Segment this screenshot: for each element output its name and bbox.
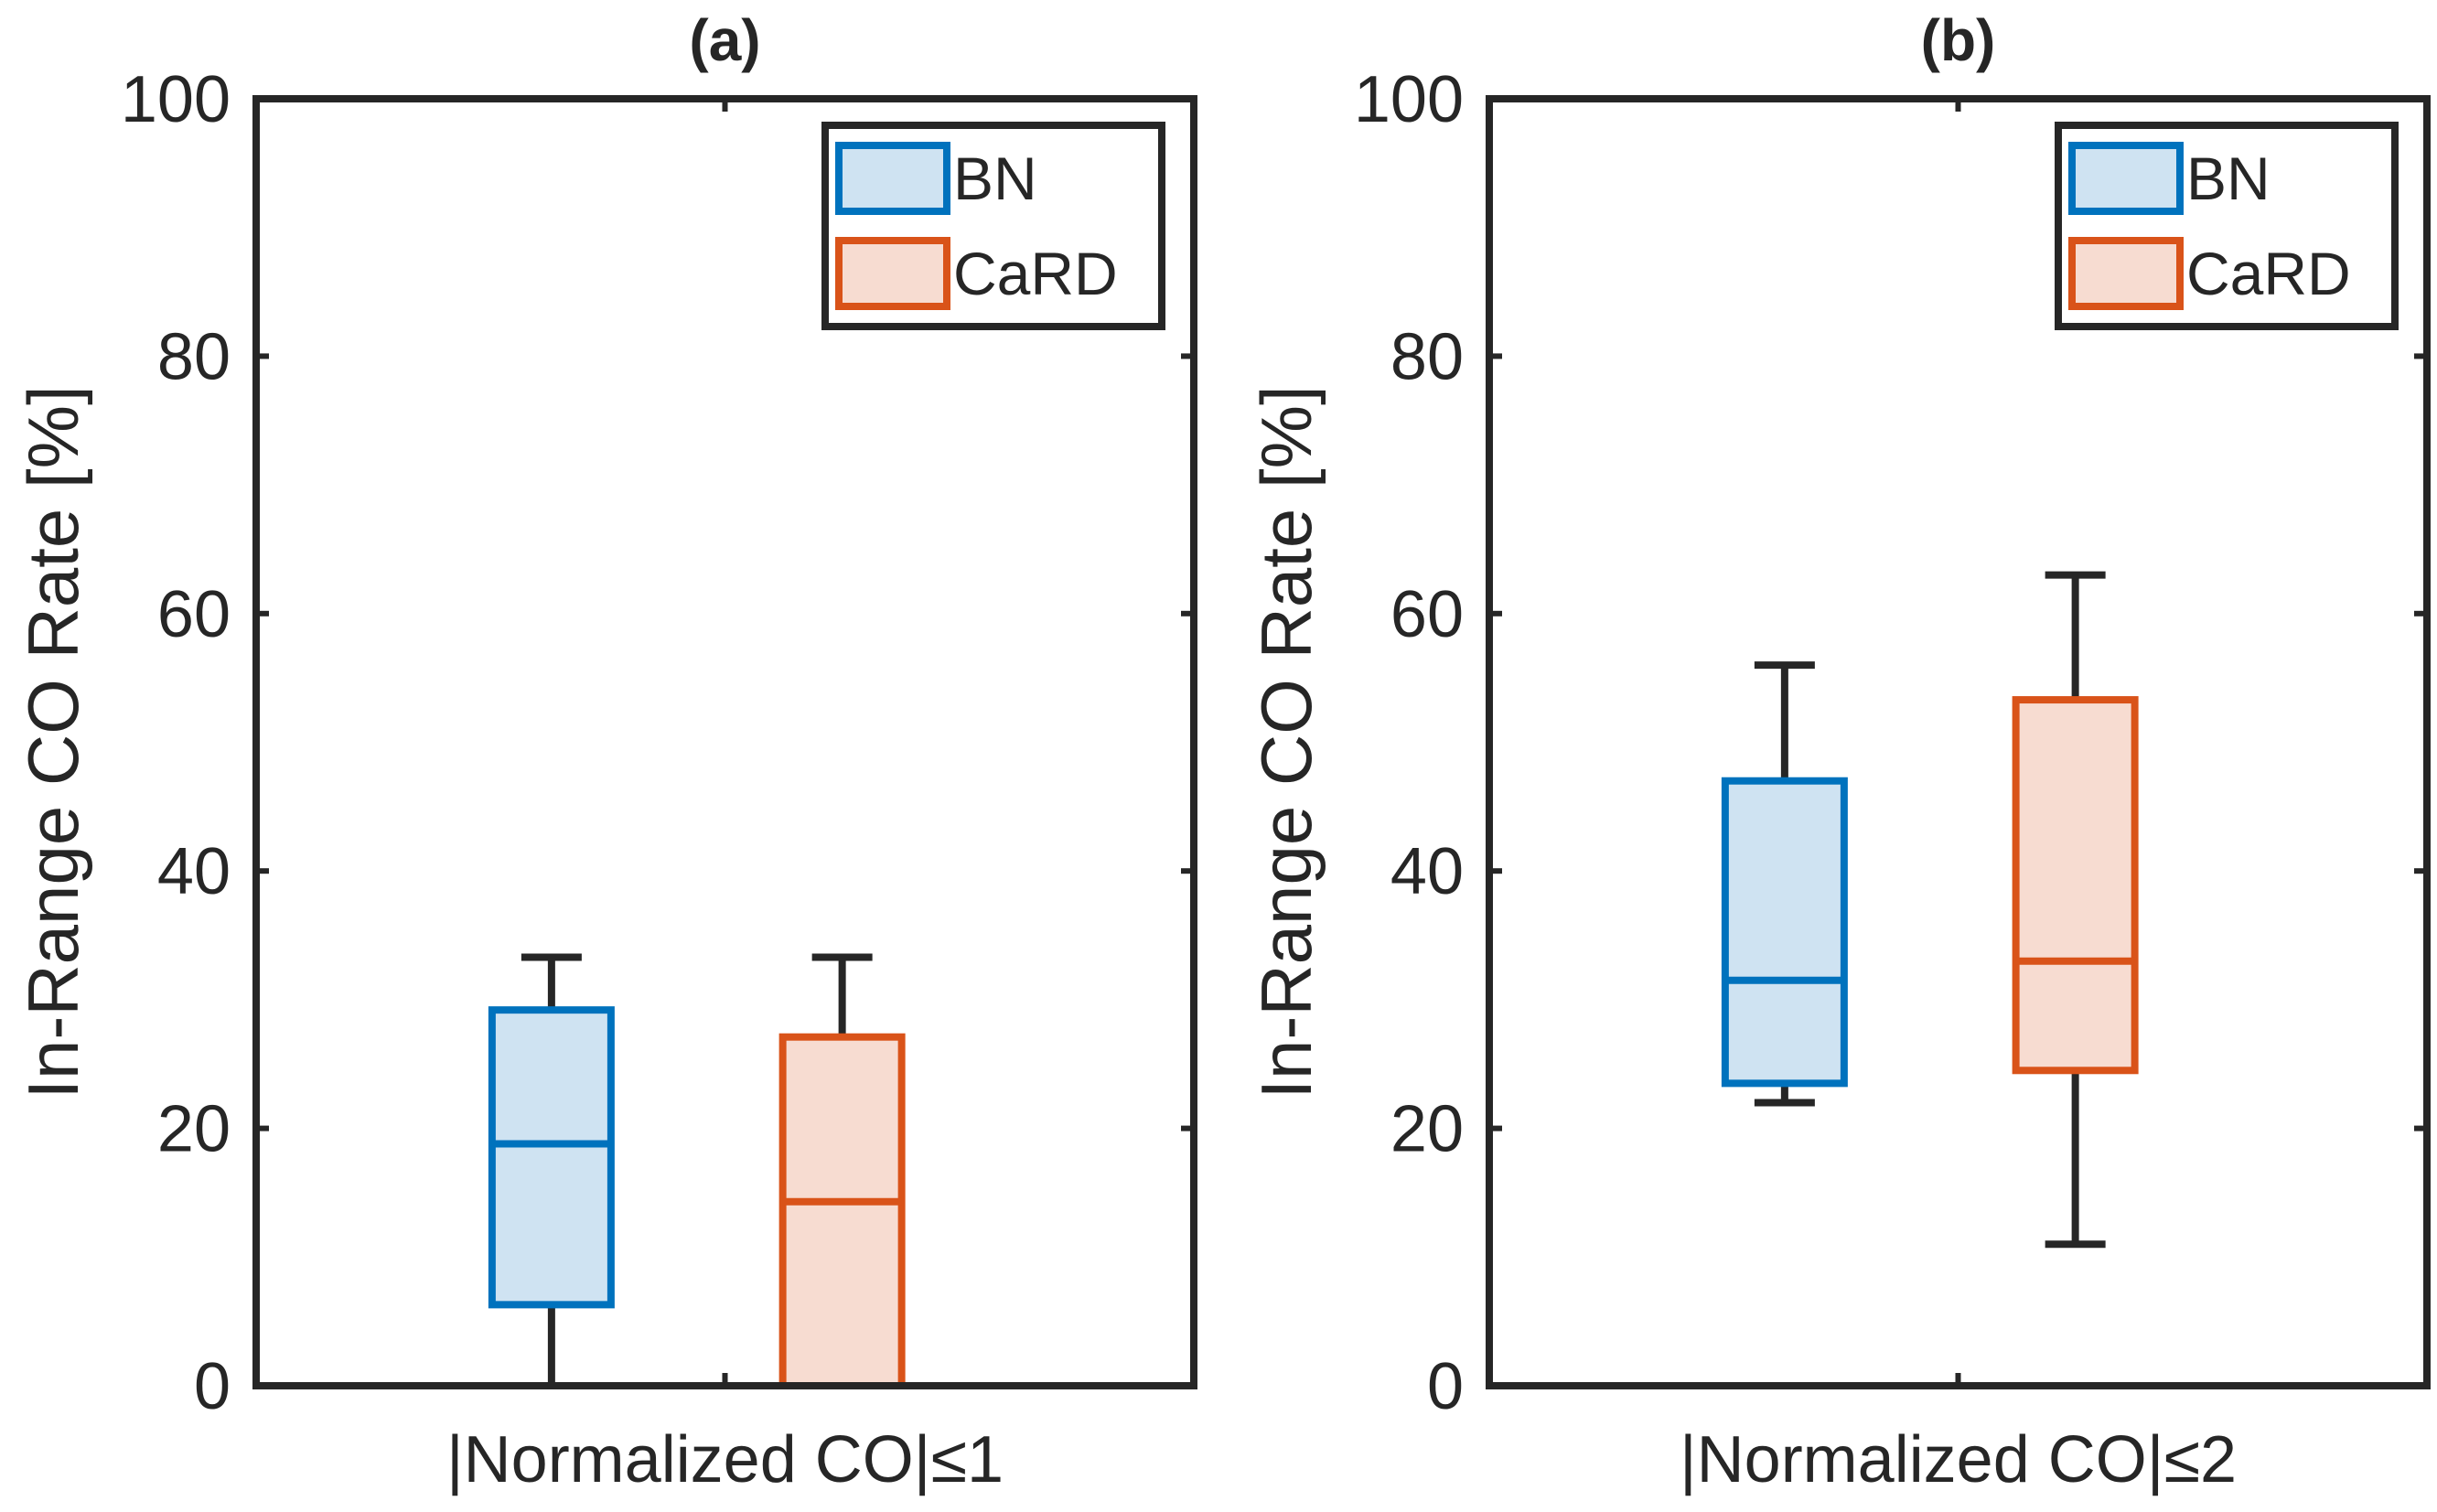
legend-swatch-card	[2068, 237, 2184, 310]
y-tick-label: 80	[1390, 320, 1464, 393]
y-tick-label: 20	[1390, 1093, 1464, 1166]
legend-swatch-bn	[2068, 142, 2184, 215]
chart-title: (a)	[689, 7, 760, 73]
y-tick-label: 60	[1390, 578, 1464, 651]
legend-swatch-bn	[835, 142, 950, 215]
box-bn	[488, 1006, 615, 1309]
chart-panel-a: 0 20 40 60 80 100 |Normalized CO|≤1 In-Range CO…	[13, 7, 1197, 1496]
legend-label-card: CaRD	[953, 240, 1118, 307]
x-axis-label: |Normalized CO|≤1	[446, 1423, 1004, 1496]
y-tick-label: 100	[1354, 63, 1464, 136]
chart-title: (b)	[1921, 7, 1996, 73]
legend-label-card: CaRD	[2186, 240, 2351, 307]
box-card	[778, 1033, 906, 1389]
y-tick-label: 0	[1427, 1350, 1464, 1423]
y-axis-label: In-Range CO Rate [%]	[13, 385, 93, 1099]
legend-swatch-card	[835, 237, 950, 310]
legend: BN CaRD	[821, 122, 1165, 330]
legend: BN CaRD	[2055, 122, 2399, 330]
y-tick-label: 20	[157, 1093, 231, 1166]
y-tick-label: 40	[1390, 835, 1464, 908]
box-bn	[1721, 777, 1848, 1088]
x-axis-label: |Normalized CO|≤2	[1680, 1423, 2237, 1496]
chart-panel-b: 0 20 40 60 80 100 |Normalized CO|≤2 In-Range CO…	[1246, 7, 2431, 1496]
y-tick-label: 40	[157, 835, 231, 908]
legend-label-bn: BN	[953, 145, 1037, 212]
y-tick-label: 60	[157, 578, 231, 651]
y-tick-label: 80	[157, 320, 231, 393]
box-card	[2012, 696, 2139, 1075]
y-tick-label: 100	[121, 63, 231, 136]
y-tick-label: 0	[194, 1350, 231, 1423]
legend-label-bn: BN	[2186, 145, 2271, 212]
y-axis-label: In-Range CO Rate [%]	[1246, 385, 1326, 1099]
